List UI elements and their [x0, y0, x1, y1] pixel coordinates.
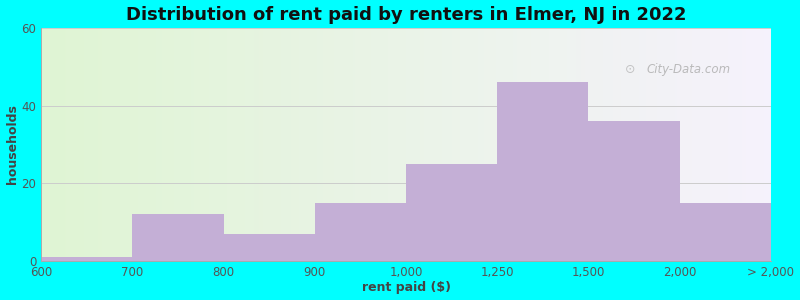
Bar — [406, 164, 498, 261]
Text: City-Data.com: City-Data.com — [647, 63, 731, 76]
Title: Distribution of rent paid by renters in Elmer, NJ in 2022: Distribution of rent paid by renters in … — [126, 6, 686, 24]
Bar — [132, 214, 223, 261]
Bar — [223, 234, 314, 261]
X-axis label: rent paid ($): rent paid ($) — [362, 281, 450, 294]
Bar — [314, 202, 406, 261]
Bar — [589, 121, 680, 261]
Bar — [498, 82, 589, 261]
Y-axis label: households: households — [6, 104, 18, 184]
Text: ⊙: ⊙ — [625, 63, 635, 76]
Bar — [41, 257, 132, 261]
Bar — [680, 202, 771, 261]
